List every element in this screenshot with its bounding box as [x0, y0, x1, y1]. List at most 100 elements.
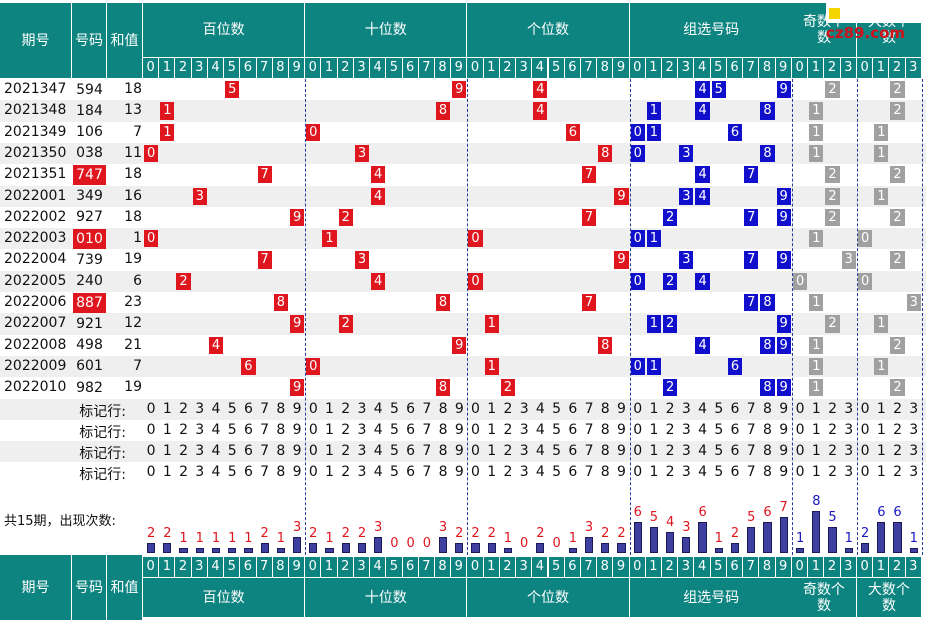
mark-digit: 6 — [568, 464, 578, 481]
position-ball: 4 — [371, 272, 386, 290]
bottom-digit-tens-5: 5 — [386, 557, 403, 577]
odd-count-ball: 1 — [809, 102, 824, 120]
mark-digit: 5 — [552, 443, 562, 460]
mark-digit: 7 — [746, 400, 756, 417]
mark-digit: 1 — [325, 443, 334, 460]
top-digit-group-7: 7 — [743, 58, 760, 78]
mark-digit: 3 — [844, 443, 854, 460]
top-digit-units-2: 2 — [499, 58, 517, 78]
mark-digit: 8 — [763, 400, 772, 417]
bottom-digit-tens-8: 8 — [434, 557, 452, 577]
mark-digit: 0 — [795, 443, 805, 460]
number-cell: 747 — [73, 164, 106, 185]
mark-digit: 1 — [487, 400, 497, 417]
mark-digit: 8 — [276, 421, 286, 438]
number-cell: 184 — [76, 102, 103, 119]
logo-text: cz89.com — [826, 24, 906, 42]
mark-digit: 2 — [665, 421, 675, 438]
mark-digit: 6 — [730, 464, 740, 481]
big-count-ball: 1 — [874, 144, 889, 163]
position-ball: 9 — [614, 251, 629, 269]
mark-digit: 7 — [584, 421, 594, 438]
bottom-header-tens: 十位数 — [305, 578, 468, 618]
bottom-header-odd: 奇数个数 — [792, 578, 857, 618]
mark-row-label: 标记行: — [79, 467, 126, 484]
big-count-ball: 0 — [858, 230, 873, 248]
group-ball: 4 — [695, 187, 710, 205]
top-digit-hundreds-2: 2 — [175, 58, 192, 78]
mark-digit: 3 — [195, 400, 205, 417]
bottom-digit-units-1: 1 — [483, 557, 500, 577]
count-value: 2 — [309, 525, 318, 541]
bottom-digit-big-0: 0 — [857, 557, 874, 577]
mark-digit: 4 — [373, 443, 383, 460]
group-ball: 8 — [760, 379, 775, 397]
odd-count-ball: 1 — [809, 379, 824, 397]
top-digit-units-1: 1 — [483, 58, 500, 78]
mark-digit: 2 — [893, 421, 902, 438]
top-digit-tens-5: 5 — [386, 58, 403, 78]
bottom-digit-tens-0: 0 — [305, 557, 322, 577]
mark-digit: 5 — [227, 443, 237, 460]
mark-digit: 3 — [195, 464, 205, 481]
group-ball: 0 — [630, 272, 645, 290]
mark-digit: 6 — [406, 400, 416, 417]
mark-digit: 9 — [779, 464, 789, 481]
mark-digit: 7 — [746, 464, 756, 481]
number-cell: 921 — [76, 315, 103, 332]
mark-digit: 3 — [909, 400, 919, 417]
count-bar — [861, 542, 870, 553]
count-bar — [601, 542, 610, 553]
top-digit-group-8: 8 — [759, 58, 776, 78]
mark-digit: 0 — [860, 400, 870, 417]
count-value: 1 — [244, 530, 253, 546]
position-ball: 9 — [452, 81, 467, 99]
big-count-ball: 2 — [890, 166, 905, 184]
position-ball: 0 — [306, 123, 321, 141]
mark-digit: 2 — [341, 400, 351, 417]
mark-digit: 1 — [162, 400, 172, 417]
top-digit-units-8: 8 — [597, 58, 614, 78]
mark-digit: 5 — [552, 400, 562, 417]
top-digit-tens-9: 9 — [451, 58, 468, 78]
position-ball: 0 — [306, 357, 321, 376]
mark-digit: 3 — [519, 421, 529, 438]
mark-digit: 2 — [828, 400, 837, 417]
top-digit-tens-2: 2 — [337, 58, 354, 78]
group-separator-2 — [629, 79, 631, 555]
position-ball: 8 — [435, 294, 451, 312]
group-ball: 1 — [646, 102, 662, 120]
bottom-digit-group-8: 8 — [759, 557, 776, 577]
mark-digit: 0 — [146, 443, 156, 460]
count-bar — [666, 532, 675, 553]
group-ball: 1 — [646, 230, 662, 248]
mark-digit: 9 — [617, 421, 626, 438]
mark-digit: 4 — [373, 421, 383, 438]
mark-digit: 9 — [454, 464, 464, 481]
mark-digit: 4 — [535, 421, 545, 438]
count-value: 1 — [844, 530, 853, 546]
mark-digit: 8 — [276, 400, 286, 417]
mark-digit: 1 — [162, 443, 172, 460]
group-ball: 8 — [760, 294, 775, 312]
site-logo[interactable]: cz89.com — [826, 3, 922, 42]
count-value: 1 — [714, 530, 723, 546]
mark-digit: 6 — [243, 443, 253, 460]
count-value: 2 — [146, 525, 156, 541]
position-ball: 1 — [160, 123, 175, 141]
bottom-header-period: 期号 — [0, 555, 72, 621]
group-ball: 3 — [679, 187, 694, 205]
mark-digit: 5 — [389, 400, 399, 417]
top-digit-tens-1: 1 — [321, 58, 338, 78]
mark-digit: 2 — [179, 443, 188, 460]
count-value: 6 — [633, 504, 642, 520]
mark-digit: 0 — [471, 421, 480, 438]
group-ball: 8 — [760, 336, 775, 354]
mark-digit: 3 — [357, 421, 367, 438]
row-band-10 — [0, 292, 926, 314]
position-ball: 4 — [533, 81, 548, 99]
count-value: 5 — [649, 510, 659, 525]
bottom-digit-group-3: 3 — [678, 557, 695, 577]
mark-digit: 6 — [406, 443, 416, 460]
count-value: 2 — [487, 525, 496, 541]
